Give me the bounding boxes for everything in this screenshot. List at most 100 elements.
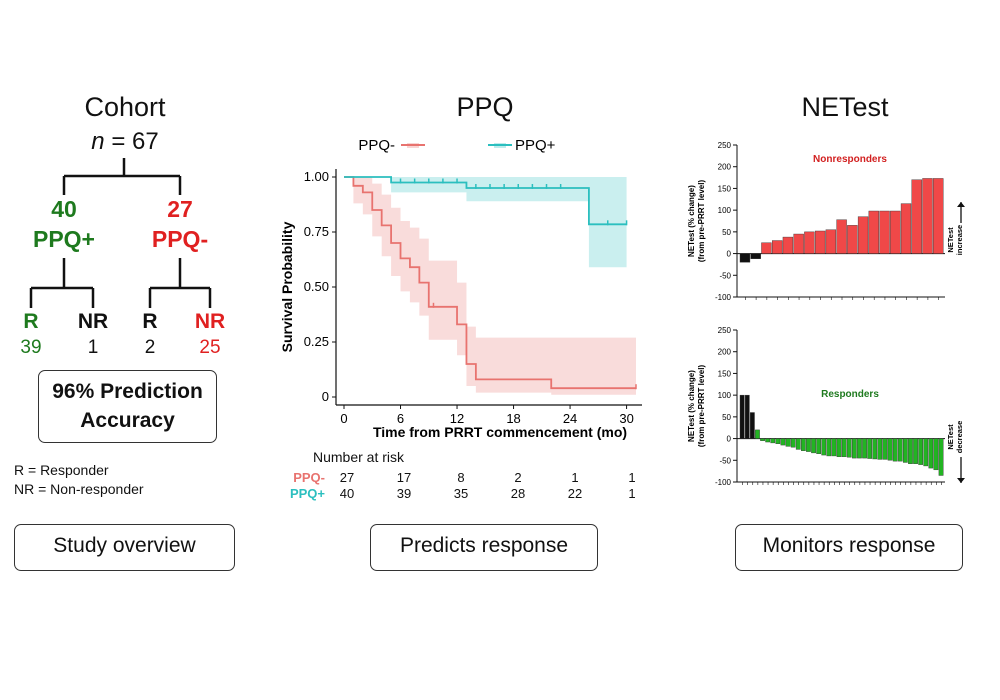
accuracy-line-1: 96% Prediction	[52, 380, 203, 403]
bar	[775, 438, 781, 444]
bar	[900, 203, 912, 254]
km-y-tick-label: 0.50	[304, 279, 329, 294]
bar	[877, 438, 883, 460]
accuracy-box: 96% Prediction Accuracy	[38, 370, 217, 443]
bar	[744, 394, 750, 439]
bar-y-tick-label: 50	[722, 228, 731, 237]
bar-side-label: NETest	[946, 227, 955, 253]
monitors-response-caption-box: Monitors response	[735, 524, 963, 571]
bar	[918, 438, 924, 465]
bar	[765, 438, 771, 443]
bar	[867, 438, 873, 459]
bar	[872, 438, 878, 460]
km-legend: PPQ-PPQ+PPQ+	[358, 137, 555, 154]
bar-y-tick-label: 100	[718, 391, 732, 400]
risk-count: 1	[628, 470, 636, 485]
bar-y-tick-label: 150	[718, 369, 732, 378]
bar	[882, 438, 888, 460]
bar	[795, 438, 801, 450]
bar	[772, 240, 783, 254]
bar-y-tick-label: -50	[719, 271, 731, 280]
bar-y-tick-label: 250	[718, 141, 732, 150]
bar	[923, 438, 929, 467]
subgroup-count: 25	[199, 337, 221, 358]
responders-bar-chart: -100 -50 0 50 100 150 200 250 Responders NETest (…	[687, 326, 965, 487]
cohort-n: n = 67	[70, 128, 180, 156]
bar	[890, 210, 901, 254]
subgroup-label: R	[23, 310, 39, 333]
km-x-tick-label: 30	[619, 411, 633, 426]
accuracy-line-2: Accuracy	[80, 409, 175, 432]
bar-y-label: NETest (% change)	[687, 185, 696, 257]
km-survival-line	[344, 176, 627, 226]
bar	[826, 438, 832, 457]
bar-y-tick-label: 200	[718, 348, 732, 357]
bar	[804, 231, 815, 254]
legend-responder: R = Responder	[14, 462, 109, 478]
predicts-response-caption-box: Predicts response	[370, 524, 598, 571]
bar	[800, 438, 806, 451]
bar-chart-title: Responders	[821, 389, 879, 400]
ppq-positive-count: 40	[51, 196, 77, 222]
legend-label: PPQ+	[515, 137, 556, 154]
bar	[821, 438, 827, 456]
ppq-negative-label: PPQ-	[151, 226, 209, 252]
km-survival-chart: PPQ-PPQ+PPQ+00.250.500.751.000612182430T…	[279, 137, 642, 440]
predicts-response-caption: Predicts response	[399, 534, 569, 557]
ppq-negative-count: 27	[167, 196, 193, 222]
risk-row-label: PPQ+	[289, 486, 325, 501]
km-y-axis-label: Survival Probability	[279, 221, 295, 352]
bar	[933, 438, 939, 471]
bar	[841, 438, 847, 458]
bar-y-tick-label: 0	[727, 435, 732, 444]
risk-count: 40	[339, 486, 355, 501]
bar	[862, 438, 867, 459]
bar	[811, 438, 816, 454]
km-x-tick-label: 12	[450, 411, 464, 426]
bar	[911, 179, 922, 254]
legend-nonresponder: NR = Non-responder	[14, 481, 144, 497]
km-x-axis-label: Time from PRRT commencement (mo)	[373, 424, 627, 440]
bar	[806, 438, 811, 452]
risk-count: 17	[396, 470, 412, 485]
subgroup-label: R	[142, 310, 158, 333]
bar-y-tick-label: 150	[718, 184, 732, 193]
km-x-tick-label: 18	[506, 411, 520, 426]
legend-label: PPQ-	[358, 137, 395, 154]
bar	[816, 438, 822, 454]
bar-y-tick-label: -50	[719, 456, 731, 465]
bar	[749, 412, 755, 439]
risk-count: 39	[396, 486, 412, 501]
bar-side-label: increase	[955, 225, 964, 255]
bar-y-tick-label: 0	[727, 250, 732, 259]
bar	[814, 230, 826, 254]
bar	[908, 438, 913, 464]
bar	[739, 394, 745, 439]
bar	[913, 438, 918, 464]
bar	[879, 210, 890, 254]
risk-count: 2	[514, 470, 522, 485]
bar	[938, 438, 944, 476]
bar-side-label: NETest	[946, 424, 955, 450]
bar	[836, 219, 847, 254]
legend-swatch-band	[494, 143, 506, 148]
bar	[831, 438, 837, 457]
arrowhead-icon	[957, 478, 965, 483]
bar	[782, 236, 794, 254]
arrowhead-icon	[957, 202, 965, 207]
km-x-tick-label: 0	[340, 411, 347, 426]
bar-side-label: decrease	[955, 421, 964, 454]
risk-count: 28	[510, 486, 526, 501]
bar	[933, 178, 944, 254]
bar	[847, 225, 858, 254]
km-x-tick-label: 24	[563, 411, 577, 426]
risk-count: 22	[567, 486, 583, 501]
subgroup-tree-lines	[29, 258, 212, 308]
km-ci-band	[344, 177, 627, 268]
bar	[902, 438, 908, 463]
cohort-n-var: n	[91, 128, 105, 155]
bar-y-tick-label: -100	[715, 293, 732, 302]
km-survival-line	[344, 176, 636, 390]
cohort-title: Cohort	[84, 92, 166, 122]
bar	[897, 438, 903, 462]
